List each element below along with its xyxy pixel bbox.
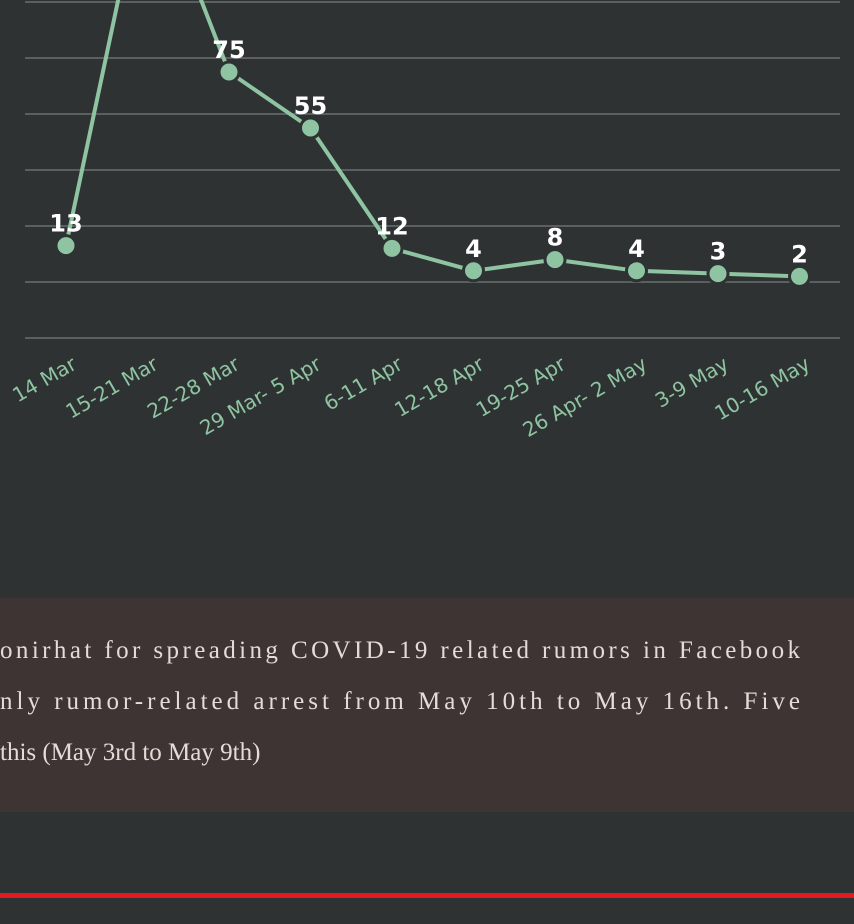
value-label: 8 [547, 224, 564, 252]
value-label: 75 [212, 36, 245, 64]
note-line: onirhat for spreading COVID-19 related r… [0, 637, 801, 664]
point [380, 236, 404, 260]
value-label: 2 [791, 240, 808, 268]
line [64, 0, 800, 279]
point [54, 234, 78, 258]
point [543, 248, 567, 272]
note-box [0, 598, 854, 812]
point [788, 264, 811, 288]
point [706, 262, 730, 286]
value-label: 55 [294, 92, 327, 120]
divider [0, 893, 854, 898]
value-label: 3 [710, 238, 727, 266]
x-tick-label: 12-18 Apr [390, 351, 488, 422]
value-label: 13 [49, 210, 82, 238]
note-line: this (May 3rd to May 9th) [0, 739, 260, 766]
value-label: 12 [375, 212, 408, 240]
point [217, 60, 241, 84]
point [462, 259, 485, 283]
value-label: 4 [628, 235, 645, 263]
value-label: 4 [465, 235, 482, 263]
x-tick-label: 15-21 Mar [61, 351, 162, 423]
point [625, 259, 648, 283]
point [299, 116, 322, 140]
